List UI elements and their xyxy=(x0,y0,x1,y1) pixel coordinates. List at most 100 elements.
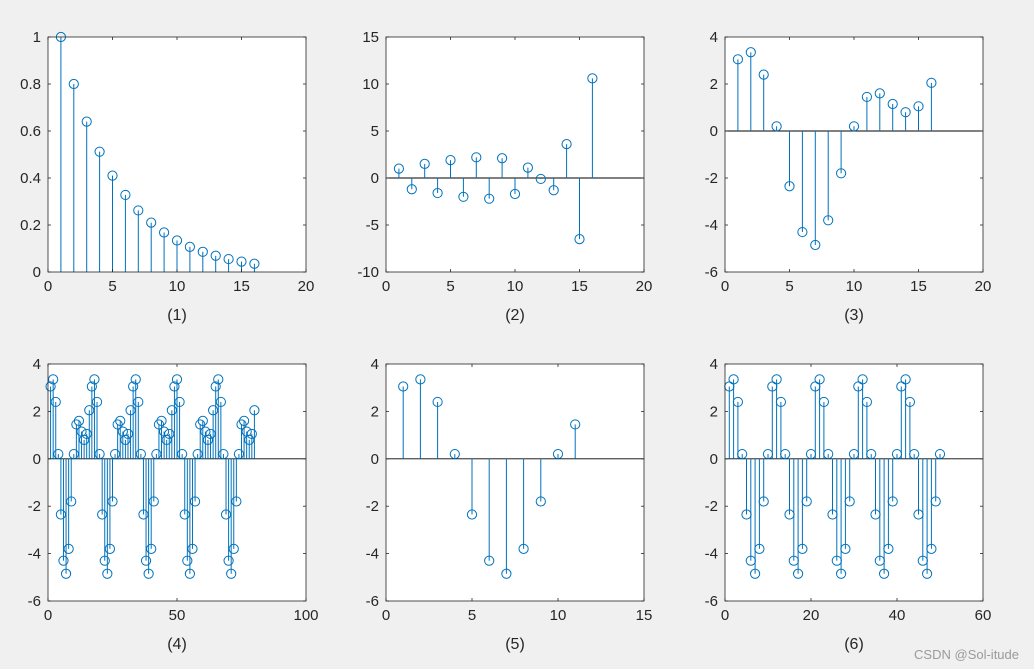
stem-marker xyxy=(249,405,260,416)
stem-marker xyxy=(561,139,572,150)
stem-marker xyxy=(94,146,105,157)
stem-marker xyxy=(143,568,154,579)
stem-marker xyxy=(797,543,808,554)
stem-marker xyxy=(197,415,208,426)
stem-marker xyxy=(922,568,933,579)
stem-marker xyxy=(552,448,564,460)
stem-marker xyxy=(174,396,185,408)
stem-marker xyxy=(926,543,937,554)
y-tick-label: 0.2 xyxy=(20,217,41,234)
stem-marker xyxy=(220,509,232,520)
x-tick-label: 100 xyxy=(293,607,318,624)
stem-marker xyxy=(249,258,260,269)
stem-marker xyxy=(814,374,825,385)
plot-area xyxy=(725,364,983,601)
y-tick-label: -6 xyxy=(28,593,41,610)
stem-marker xyxy=(801,496,812,507)
stem-marker xyxy=(823,215,834,226)
stem-marker xyxy=(879,568,890,579)
stem-marker xyxy=(732,54,744,65)
y-tick-label: 0.8 xyxy=(20,76,41,93)
stem-marker xyxy=(797,226,808,238)
stem-marker xyxy=(900,107,911,118)
stem-marker xyxy=(97,509,108,520)
stem-marker xyxy=(122,428,134,440)
stem-marker xyxy=(81,428,92,440)
stem-marker xyxy=(187,543,198,554)
stem-marker xyxy=(148,496,159,507)
y-tick-label: 0 xyxy=(710,451,718,468)
stem-marker xyxy=(393,163,404,174)
stem-marker xyxy=(904,396,916,408)
stem-marker xyxy=(840,543,851,554)
x-tick-label: 15 xyxy=(636,607,653,624)
stem-marker xyxy=(535,173,546,185)
subplot-5: 0 5 10 15 -6 -4 -2 0 2 4 (5) xyxy=(366,356,653,653)
stem-marker xyxy=(91,396,103,408)
stem-marker xyxy=(874,88,885,99)
y-tick-label: 0.4 xyxy=(20,170,41,187)
stem-marker xyxy=(570,419,581,430)
x-tick-label: 0 xyxy=(44,278,52,295)
stem-marker xyxy=(210,250,221,261)
stem-marker xyxy=(171,374,183,385)
stem-marker xyxy=(79,434,90,445)
stem-marker xyxy=(102,568,113,579)
stem-marker xyxy=(236,419,247,430)
stem-marker xyxy=(780,448,791,460)
stem-marker xyxy=(793,568,804,579)
stem-marker xyxy=(415,374,426,385)
stem-marker xyxy=(236,256,247,267)
x-tick-label: 10 xyxy=(846,278,863,295)
x-axis-label: (4) xyxy=(167,636,187,653)
stem-marker xyxy=(754,543,765,554)
axes-box xyxy=(724,363,984,602)
stem-marker xyxy=(228,543,239,554)
y-tick-label: -6 xyxy=(366,593,379,610)
stem-marker xyxy=(133,205,144,216)
stem-marker xyxy=(210,381,221,392)
stem-marker xyxy=(68,448,79,460)
stem-marker xyxy=(861,91,873,103)
stem-marker xyxy=(223,555,234,566)
stem-marker xyxy=(94,448,105,460)
stem-marker xyxy=(900,374,911,385)
stem-marker xyxy=(53,448,64,460)
stem-marker xyxy=(883,543,894,554)
stem-marker xyxy=(161,434,172,445)
stem-marker xyxy=(484,193,495,204)
stem-marker xyxy=(135,448,146,460)
stem-marker xyxy=(184,241,195,252)
stem-marker xyxy=(55,509,67,520)
y-tick-label: 2 xyxy=(710,76,718,93)
stem-marker xyxy=(192,448,203,460)
stem-marker xyxy=(771,121,782,132)
x-axis-label: (3) xyxy=(844,307,864,324)
stem-marker xyxy=(233,448,245,460)
stem-marker xyxy=(213,374,224,385)
y-tick-label: 4 xyxy=(710,29,718,46)
x-tick-label: 60 xyxy=(975,607,992,624)
stem-marker xyxy=(737,448,748,460)
x-tick-label: 5 xyxy=(468,607,476,624)
stem-marker xyxy=(548,185,559,196)
stem-marker xyxy=(861,396,873,408)
stem-marker xyxy=(109,448,121,460)
stem-marker xyxy=(432,187,443,199)
y-tick-label: 4 xyxy=(371,356,379,373)
stem-marker xyxy=(184,568,195,579)
y-tick-label: -5 xyxy=(366,217,379,234)
stem-marker xyxy=(509,188,521,200)
stem-marker xyxy=(810,239,821,251)
x-tick-label: 0 xyxy=(382,278,390,295)
x-tick-label: 10 xyxy=(507,278,524,295)
stem-marker xyxy=(732,396,744,408)
stem-marker xyxy=(140,555,152,566)
stem-marker xyxy=(197,246,208,257)
stem-marker xyxy=(89,374,100,385)
y-tick-label: 0 xyxy=(33,264,41,281)
stem-marker xyxy=(205,428,216,440)
stem-marker xyxy=(115,415,126,426)
stem-marker xyxy=(484,555,495,566)
